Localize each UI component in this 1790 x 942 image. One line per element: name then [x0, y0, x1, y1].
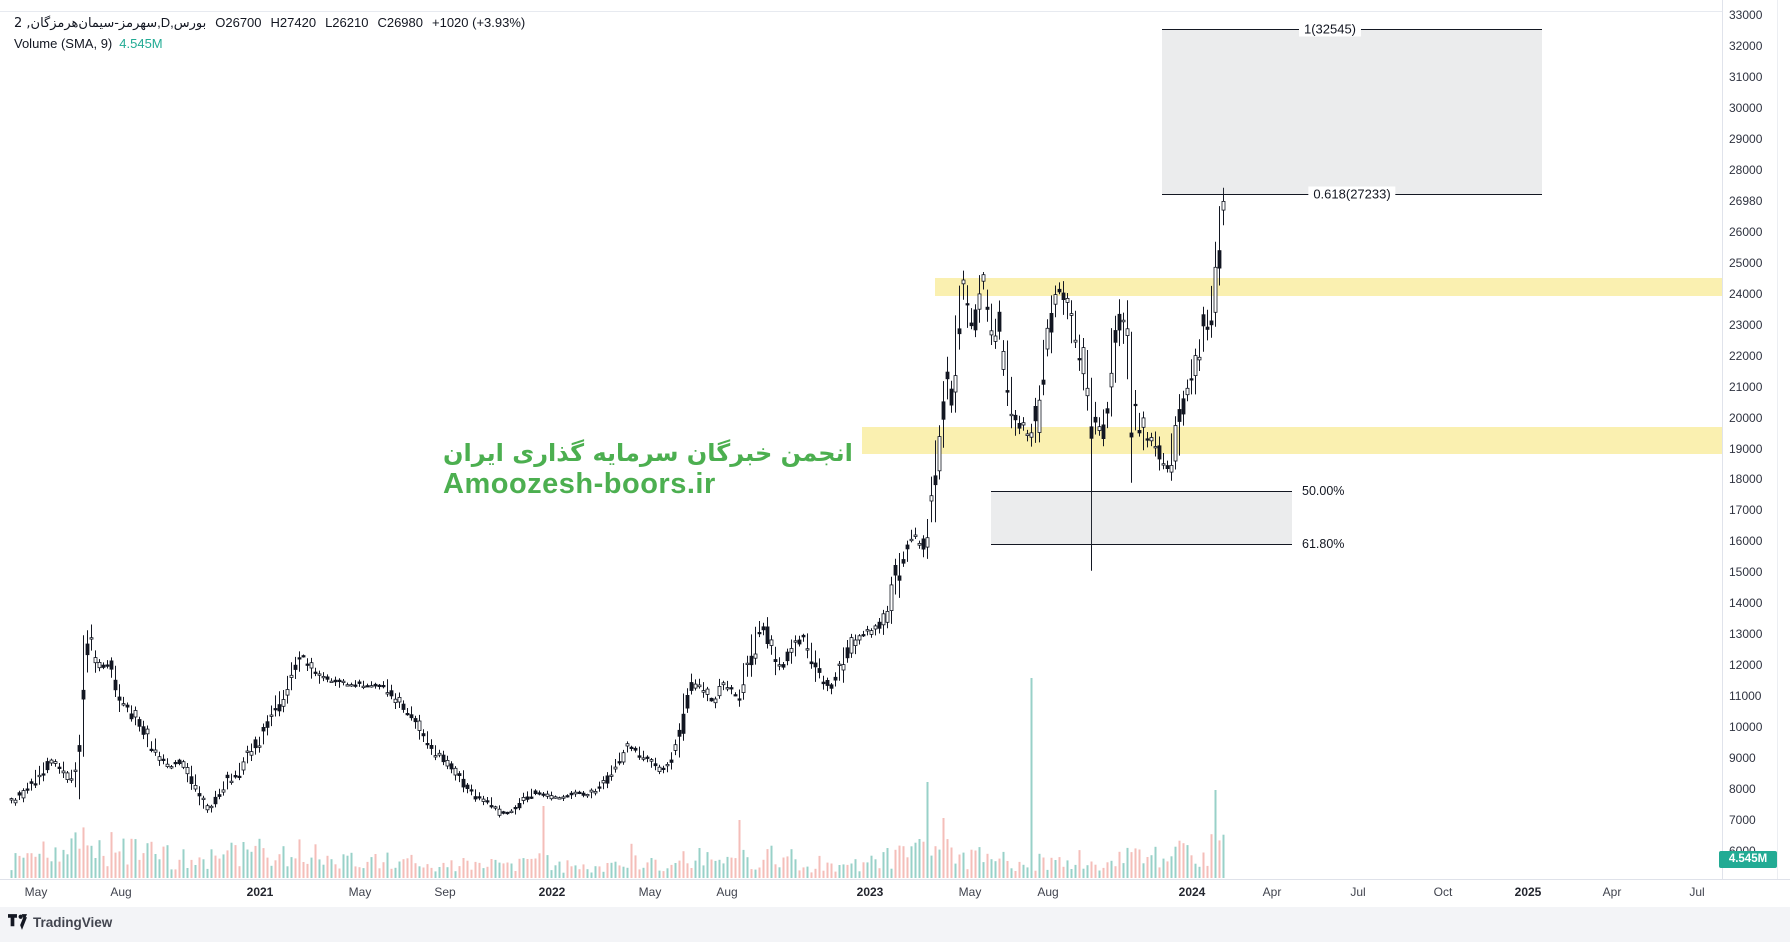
time-tick-month: Aug [716, 885, 738, 899]
price-tick: 14000 [1729, 596, 1763, 611]
low-value: L26210 [325, 15, 369, 30]
price-axis[interactable]: 33000 32000 31000 30000 29000 28000 26980 26000… [1722, 0, 1790, 879]
price-tick: 16000 [1729, 534, 1763, 549]
fib-extension-box[interactable] [1162, 29, 1542, 194]
price-tick: 30000 [1729, 100, 1763, 115]
time-tick-month: May [958, 885, 982, 899]
price-tick: 19000 [1729, 441, 1763, 456]
volume-axis-badge: 4.545M [1719, 851, 1777, 868]
price-axis-right-border [1777, 0, 1778, 879]
price-axis-separator [1722, 0, 1723, 879]
price-tick: 17000 [1729, 503, 1763, 518]
time-axis[interactable]: May Aug 2021 May Sep 2022 May Aug 2023 May Aug 2024… [0, 879, 1790, 907]
exchange-name[interactable]: بورس [173, 16, 207, 31]
open-value: O26700 [215, 15, 262, 30]
watermark-line-url: Amoozesh-boors.ir [443, 468, 716, 500]
fib-retracement-level-line[interactable] [991, 490, 1292, 492]
symbol-legend: سهرمز-سیمان‌هرمزگان, 2 ,D, بورس O26700 H27… [14, 13, 525, 54]
time-tick-month: Oct [1433, 885, 1453, 899]
price-tick: 10000 [1729, 720, 1763, 735]
time-tick-month: May [24, 885, 48, 899]
symbol-row[interactable]: سهرمز-سیمان‌هرمزگان, 2 ,D, بورس O26700 H27… [14, 13, 525, 34]
time-tick-year: 2022 [538, 885, 566, 899]
price-tick: 12000 [1729, 658, 1763, 673]
time-tick-month: Aug [110, 885, 132, 899]
price-tick: 15000 [1729, 565, 1763, 580]
time-tick-month: Jul [1689, 885, 1705, 899]
time-tick-month: Sep [434, 885, 456, 899]
time-tick-month: Jul [1350, 885, 1366, 899]
top-border-line [0, 11, 1790, 12]
price-tick: 31000 [1729, 69, 1763, 84]
demand-zone[interactable] [862, 427, 1722, 454]
symbol-name[interactable]: سهرمز-سیمان‌هرمزگان, 2 [14, 16, 158, 31]
price-tick: 28000 [1729, 162, 1763, 177]
price-tick: 13000 [1729, 627, 1763, 642]
price-tick: 24000 [1729, 286, 1763, 301]
price-tick: 22000 [1729, 348, 1763, 363]
supply-zone[interactable] [935, 277, 1722, 297]
volume-indicator-label[interactable]: Volume (SMA, 9) [14, 36, 113, 51]
price-tick: 32000 [1729, 39, 1763, 53]
time-tick-year: 2021 [246, 885, 274, 899]
price-tick: 18000 [1729, 472, 1763, 487]
price-tick: 26000 [1729, 224, 1763, 239]
price-tick: 7000 [1729, 813, 1756, 827]
volume-indicator-row[interactable]: Volume (SMA, 9) 4.545M [14, 34, 525, 54]
chart-pane[interactable]: انجمن خبرگان سرمایه گذاری ایران Amoozesh… [0, 0, 1722, 879]
fib-retracement-box[interactable] [991, 490, 1292, 544]
price-tick: 29000 [1729, 131, 1763, 146]
time-tick-month: May [638, 885, 662, 899]
fib-extension-level-label: 0.618(27233) [1308, 186, 1396, 202]
time-tick-month: Apr [1262, 885, 1282, 899]
fib-retracement-level-label: 50.00% [1302, 483, 1345, 498]
time-tick-year: 2023 [856, 885, 884, 899]
watermark: انجمن خبرگان سرمایه گذاری ایران Amoozesh… [443, 441, 853, 499]
bottom-strip [0, 906, 1790, 942]
watermark-line-persian: انجمن خبرگان سرمایه گذاری ایران [443, 439, 853, 467]
price-tick: 20000 [1729, 410, 1763, 425]
price-tick: 33000 [1729, 8, 1763, 22]
price-tick: 11000 [1729, 689, 1762, 704]
tradingview-logo-icon [8, 914, 27, 930]
change-value: +1020 (+3.93%) [432, 15, 526, 30]
tradingview-attribution[interactable]: TradingView [8, 914, 112, 930]
price-tick: 9000 [1729, 751, 1756, 766]
price-tick: 21000 [1729, 379, 1763, 394]
price-tick: 8000 [1729, 782, 1756, 796]
fib-retracement-level-label: 61.80% [1302, 537, 1345, 551]
tradingview-brand-text: TradingView [33, 914, 113, 930]
time-tick-year: 2024 [1178, 885, 1206, 899]
price-tick: 23000 [1729, 317, 1763, 332]
price-tick-last-price: 26980 [1729, 194, 1763, 209]
time-tick-month: Apr [1602, 885, 1622, 899]
close-value: C26980 [377, 15, 423, 30]
interval-separator[interactable]: ,D, [157, 15, 174, 30]
fib-extension-level-label: 1(32545) [1298, 21, 1362, 37]
candlestick-series[interactable] [0, 0, 1722, 879]
time-tick-month: Aug [1037, 885, 1059, 899]
price-tick: 25000 [1729, 255, 1763, 270]
high-value: H27420 [270, 15, 317, 30]
volume-indicator-value: 4.545M [119, 36, 163, 51]
time-tick-month: May [348, 885, 372, 899]
ohlc-values: O26700 H27420 L26210 C26980 +1020 (+3.93%) [206, 13, 525, 33]
fib-retracement-level-line[interactable] [991, 544, 1292, 545]
time-tick-year: 2025 [1514, 885, 1542, 899]
